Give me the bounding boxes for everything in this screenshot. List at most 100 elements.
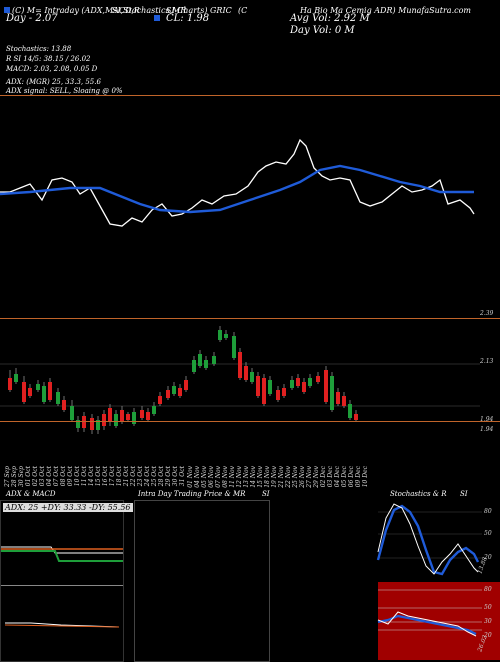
adx-panel: ADX: 25 +DY: 33.33 -DY: 55.56 xyxy=(0,500,133,662)
rsi-tick-50: 50 xyxy=(484,604,492,611)
intraday-panel-title: Intra Day Trading Price & MR xyxy=(138,490,246,498)
candle-body xyxy=(336,392,340,404)
day-line: Day - 2.07 xyxy=(6,13,58,24)
candle-body xyxy=(126,414,130,420)
price-tick-mid: 2.13 xyxy=(480,358,494,365)
rsi-value: R SI 14/5: 38.15 / 26.02 xyxy=(6,55,91,63)
date-label: 18 Nov xyxy=(263,466,271,488)
date-label: 04 Nov xyxy=(193,466,201,488)
adx-lines xyxy=(1,546,123,562)
trend-line-chart xyxy=(0,138,475,227)
price-tick-low: 1.94 xyxy=(480,416,494,423)
date-label: 05 Nov xyxy=(200,466,208,488)
candle-body xyxy=(76,420,80,428)
header: (C) M= Intraday (ADX,MACD,R SI,Stochasti… xyxy=(0,0,500,95)
title-extra: (C xyxy=(238,6,248,15)
stoch-panel: 80 50 20 13.88 xyxy=(376,500,500,580)
date-label: 10 Dec xyxy=(362,466,369,488)
ticker-tag-icon xyxy=(4,7,10,13)
date-label: 07 Nov xyxy=(214,466,222,488)
candle-body xyxy=(96,420,100,430)
rsi-tick-80: 80 xyxy=(484,586,492,593)
candle-body xyxy=(120,410,124,422)
date-label: 01 Oct xyxy=(25,466,33,487)
price-divider xyxy=(0,421,500,422)
candle-body xyxy=(28,388,32,396)
candle-body xyxy=(102,414,106,426)
candle-body xyxy=(302,382,306,392)
candle-body xyxy=(204,360,208,368)
candle-body xyxy=(224,334,228,338)
candle-body xyxy=(70,406,74,420)
title-line3: SI Charts) GRIC xyxy=(166,6,232,15)
adx-panel-title: ADX & MACD xyxy=(6,490,56,498)
company-name: Ha Bio Ma Cemig ADR) MunafaSutra.com xyxy=(300,6,471,15)
date-label: 02 Dec xyxy=(319,466,327,488)
date-label: 01 Nov xyxy=(186,466,194,488)
rsi-tick-20: 20 xyxy=(484,632,492,639)
candle-body xyxy=(232,336,236,358)
candle-body xyxy=(218,330,222,340)
date-label: 05 Dec xyxy=(340,466,348,488)
date-label: 19 Nov xyxy=(270,466,278,488)
price-tick-top: 2.39 xyxy=(480,310,494,317)
intraday-panel-si: SI xyxy=(262,490,270,498)
moving-average-line xyxy=(0,164,474,214)
stoch-panel-title: Stochastics & R xyxy=(390,490,447,498)
stoch-tick-20: 20 xyxy=(484,554,492,561)
candle-body xyxy=(172,386,176,394)
candle-body xyxy=(108,408,112,422)
stoch-panel-si: SI xyxy=(460,490,468,498)
date-label: 06 Nov xyxy=(207,466,215,488)
date-label: 22 Nov xyxy=(284,466,292,488)
header-divider xyxy=(0,95,500,96)
candle-body xyxy=(342,396,346,406)
date-label: 26 Nov xyxy=(298,466,306,488)
title-line1: (C) M= Intraday (ADX,MACD,R xyxy=(12,6,140,15)
stoch-tick-50: 50 xyxy=(484,530,492,537)
price-candle-chart xyxy=(0,326,480,434)
candle-body xyxy=(48,382,52,400)
price-trend-line xyxy=(0,138,475,227)
date-label: 04 Dec xyxy=(333,466,341,488)
candle-body xyxy=(348,404,352,418)
candle-body xyxy=(82,416,86,428)
date-label: 09 Dec xyxy=(354,466,362,488)
candle-body xyxy=(62,400,66,410)
candle-body xyxy=(296,378,300,386)
close-label: CL: 1.98 xyxy=(166,13,210,24)
candle-body xyxy=(90,418,94,430)
date-label: 08 Nov xyxy=(221,466,229,488)
adx-value: ADX: (MGR) 25, 33.3, 55.6 xyxy=(6,78,101,86)
date-label: 31 Oct xyxy=(179,466,187,487)
candle-body xyxy=(256,376,260,396)
rsi-tick-30: 30 xyxy=(484,618,492,625)
candle-body xyxy=(140,410,144,418)
adx-signal: ADX signal: SELL, Sloaing @ 0% xyxy=(6,87,123,95)
candle-body xyxy=(166,390,170,398)
date-label: 29 Nov xyxy=(312,466,320,488)
candle-body xyxy=(290,380,294,388)
candle-body xyxy=(8,378,12,390)
candle-body xyxy=(192,360,196,372)
stochastics-value: Stochastics: 13.88 xyxy=(6,45,72,53)
candle-body xyxy=(324,370,328,402)
rsi-lines xyxy=(377,589,482,637)
date-label: 27 Nov xyxy=(305,466,313,488)
candle-body xyxy=(212,356,216,364)
macd-value: MACD: 2.03, 2.08, 0.05 D xyxy=(6,65,98,73)
candle-body xyxy=(146,412,150,420)
mid-divider xyxy=(0,318,500,319)
date-label: 03 Dec xyxy=(326,466,334,488)
date-label: 12 Nov xyxy=(235,466,243,488)
date-label: 25 Nov xyxy=(291,466,299,488)
adx-values: ADX: 25 +DY: 33.33 -DY: 55.56 xyxy=(3,503,133,512)
stoch-tick-80: 80 xyxy=(484,508,492,515)
candle-body xyxy=(36,384,40,390)
candle-body xyxy=(22,382,26,402)
date-label: 28 Sep xyxy=(11,466,19,488)
day-vol: Day Vol: 0 M xyxy=(290,25,355,36)
avg-vol: Avg Vol: 2.92 M xyxy=(290,13,370,24)
candle-body xyxy=(152,406,156,414)
candle-body xyxy=(158,396,162,404)
